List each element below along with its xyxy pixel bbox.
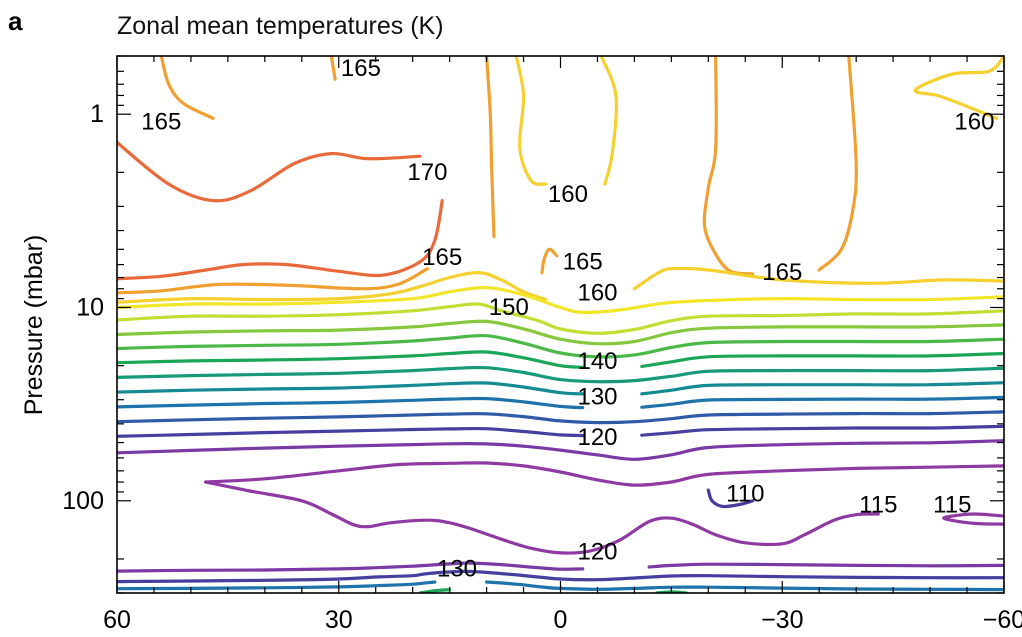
contour-line-127 [117,410,1004,425]
contour-line-130 [640,395,1004,409]
contour-line-120 [117,561,585,573]
contour-label: 165 [422,244,462,271]
contour-label: 120 [577,539,617,566]
contour-line-160 [117,270,548,304]
contour-line-165 [485,56,496,239]
contour-line-125 [117,426,585,438]
contour-line-135 [640,381,1004,396]
y-tick-label: 100 [62,487,104,515]
contour-label: 150 [489,294,529,321]
contour-line-120 [117,439,1004,461]
contour-line-140 [117,350,585,369]
y-tick-label: 1 [90,100,104,128]
contour-label: 160 [548,181,588,208]
chart-title: Zonal mean temperatures (K) [117,12,444,40]
contour-line-120 [647,562,1004,569]
contour-line-155 [117,286,1004,315]
contour-line-160 [632,266,1004,291]
contour-labels: 165 165 170 160 160 165 165 165 160 150 140 130 120 1… [141,55,994,582]
x-tick-label: −60 [983,606,1022,634]
axis-ticks [116,55,1005,594]
contour-line-160 [913,56,1004,120]
contour-label: 120 [577,424,617,451]
contour-line-115 [204,461,1004,487]
contour-label: 160 [577,279,617,306]
contour-line-165 [159,56,215,120]
contour-label: 130 [577,383,617,410]
panel-letter: a [8,6,23,36]
contour-line-145 [117,319,1004,346]
contour-label: 165 [341,55,381,82]
contour-label: 165 [563,248,603,275]
contour-line-130 [117,396,585,410]
contour-line-165 [540,247,559,275]
contour-line-115 [942,512,1004,526]
contour-line-170 [117,199,444,281]
contour-line-140 [640,351,1004,369]
x-tick-label: −30 [761,606,803,634]
contour-line-110 [706,488,755,509]
y-axis-label: Pressure (mbar) [20,235,48,416]
contour-lines [117,56,1004,593]
contour-line-125 [117,569,1004,584]
contour-line-170 [117,140,422,203]
y-tick-labels: 1 10 100 [62,100,104,515]
contour-line-165 [702,56,755,276]
contour-line-115 [204,480,880,555]
contour-line-165 [117,267,429,295]
contour-line-142 [117,333,1004,359]
contour-line-165 [329,56,337,81]
contour-line-137 [117,365,1004,384]
contour-label: 165 [141,109,181,136]
y-tick-label: 10 [76,294,104,322]
contour-line-130 [485,580,1004,592]
contour-label: 140 [577,348,617,375]
contour-line-135 [117,381,585,396]
contour-label: 165 [762,259,802,286]
contour-line-160 [514,56,548,186]
x-tick-label: 0 [554,606,568,634]
contour-line-130 [117,580,437,591]
x-tick-labels: 60 30 0 −30 −60 [103,606,1022,634]
x-tick-label: 60 [103,606,131,634]
contour-line-125 [640,424,1004,437]
contour-line-160 [599,56,618,186]
contour-label: 130 [437,555,477,582]
contour-label: 115 [933,491,971,518]
contour-label: 170 [407,159,447,186]
x-tick-label: 30 [325,606,353,634]
contour-label: 115 [859,491,897,518]
contour-line-165 [817,56,858,272]
contour-line-150 [117,302,1004,335]
contour-label: 110 [726,480,764,507]
contour-label: 160 [954,109,994,136]
